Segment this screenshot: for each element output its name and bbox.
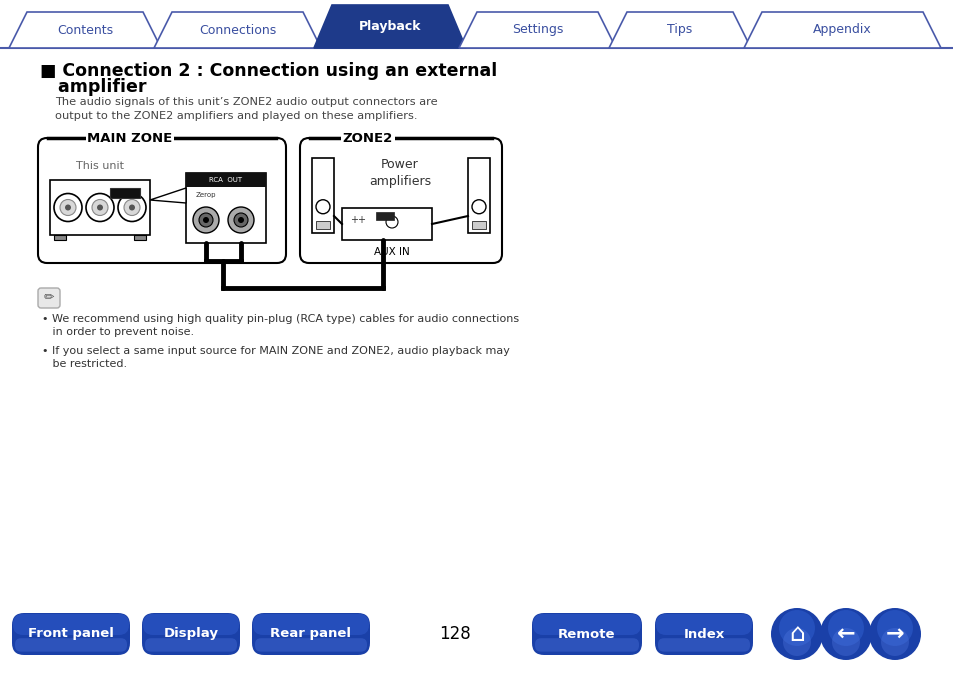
- FancyBboxPatch shape: [656, 614, 751, 635]
- Bar: [312, 158, 334, 233]
- FancyBboxPatch shape: [254, 638, 367, 651]
- Bar: [110, 188, 140, 198]
- Text: amplifier: amplifier: [40, 78, 147, 96]
- Text: in order to prevent noise.: in order to prevent noise.: [42, 327, 193, 337]
- Text: Settings: Settings: [511, 24, 562, 36]
- Bar: [468, 158, 490, 233]
- FancyBboxPatch shape: [655, 613, 752, 655]
- Circle shape: [60, 199, 76, 215]
- Circle shape: [827, 610, 863, 646]
- Circle shape: [472, 200, 485, 214]
- Text: be restricted.: be restricted.: [42, 359, 127, 369]
- Circle shape: [86, 194, 113, 221]
- Polygon shape: [608, 12, 750, 48]
- Text: ++: ++: [350, 215, 366, 225]
- FancyBboxPatch shape: [12, 613, 130, 655]
- Circle shape: [129, 205, 135, 211]
- Text: Index: Index: [682, 627, 724, 641]
- Polygon shape: [9, 12, 161, 48]
- Circle shape: [770, 608, 822, 660]
- Text: • If you select a same input source for MAIN ZONE and ZONE2, audio playback may: • If you select a same input source for …: [42, 346, 509, 356]
- Circle shape: [228, 207, 253, 233]
- FancyBboxPatch shape: [533, 614, 640, 635]
- Circle shape: [203, 217, 209, 223]
- Text: Rear panel: Rear panel: [271, 627, 351, 641]
- Bar: [186, 173, 266, 187]
- Text: 128: 128: [438, 625, 471, 643]
- Text: ✏: ✏: [44, 291, 54, 304]
- Polygon shape: [150, 188, 186, 203]
- Circle shape: [831, 628, 859, 656]
- Polygon shape: [458, 12, 616, 48]
- Circle shape: [91, 199, 108, 215]
- FancyBboxPatch shape: [658, 638, 749, 651]
- Circle shape: [124, 199, 140, 215]
- FancyBboxPatch shape: [38, 288, 60, 308]
- Polygon shape: [314, 5, 465, 48]
- Text: ⌂: ⌂: [788, 622, 804, 646]
- Text: Playback: Playback: [358, 20, 421, 33]
- Text: Connections: Connections: [198, 24, 275, 36]
- Circle shape: [97, 205, 103, 211]
- FancyBboxPatch shape: [143, 614, 239, 635]
- FancyBboxPatch shape: [142, 613, 240, 655]
- Text: This unit: This unit: [76, 161, 124, 171]
- Bar: [50, 180, 150, 235]
- Polygon shape: [153, 12, 320, 48]
- Circle shape: [782, 628, 810, 656]
- Circle shape: [876, 610, 912, 646]
- Circle shape: [193, 207, 219, 233]
- Circle shape: [315, 200, 330, 214]
- Bar: [186, 173, 266, 243]
- Circle shape: [233, 213, 248, 227]
- Circle shape: [880, 628, 908, 656]
- Circle shape: [820, 608, 871, 660]
- Text: →: →: [884, 624, 903, 644]
- Text: Front panel: Front panel: [28, 627, 113, 641]
- Polygon shape: [743, 12, 940, 48]
- Text: The audio signals of this unit’s ZONE2 audio output connectors are
output to the: The audio signals of this unit’s ZONE2 a…: [55, 97, 437, 121]
- Text: Tips: Tips: [667, 24, 692, 36]
- Text: AUX IN: AUX IN: [374, 247, 410, 257]
- Bar: [472, 221, 485, 229]
- FancyBboxPatch shape: [13, 614, 129, 635]
- Text: ←: ←: [836, 624, 855, 644]
- Circle shape: [386, 216, 397, 228]
- Text: Display: Display: [163, 627, 218, 641]
- Text: ZONE2: ZONE2: [342, 131, 393, 145]
- Circle shape: [65, 205, 71, 211]
- Text: Zerop: Zerop: [195, 192, 216, 198]
- Text: RCA  OUT: RCA OUT: [210, 177, 242, 183]
- FancyBboxPatch shape: [252, 613, 370, 655]
- FancyBboxPatch shape: [253, 614, 369, 635]
- Text: Appendix: Appendix: [812, 24, 871, 36]
- Text: MAIN ZONE: MAIN ZONE: [88, 131, 172, 145]
- FancyBboxPatch shape: [145, 638, 236, 651]
- Text: • We recommend using high quality pin-plug (RCA type) cables for audio connectio: • We recommend using high quality pin-pl…: [42, 314, 518, 324]
- Circle shape: [237, 217, 244, 223]
- Circle shape: [868, 608, 920, 660]
- FancyBboxPatch shape: [535, 638, 639, 651]
- Bar: [133, 235, 146, 240]
- FancyBboxPatch shape: [532, 613, 641, 655]
- Bar: [341, 208, 432, 240]
- Bar: [375, 212, 394, 220]
- Text: Power
amplifiers: Power amplifiers: [369, 158, 431, 188]
- Text: Contents: Contents: [57, 24, 113, 36]
- Circle shape: [54, 194, 82, 221]
- Text: Remote: Remote: [558, 627, 615, 641]
- Bar: [315, 221, 330, 229]
- FancyBboxPatch shape: [299, 138, 501, 263]
- FancyBboxPatch shape: [15, 638, 127, 651]
- Bar: [54, 235, 66, 240]
- FancyBboxPatch shape: [38, 138, 286, 263]
- Circle shape: [118, 194, 146, 221]
- Circle shape: [779, 610, 814, 646]
- Text: ■ Connection 2 : Connection using an external: ■ Connection 2 : Connection using an ext…: [40, 62, 497, 80]
- Circle shape: [199, 213, 213, 227]
